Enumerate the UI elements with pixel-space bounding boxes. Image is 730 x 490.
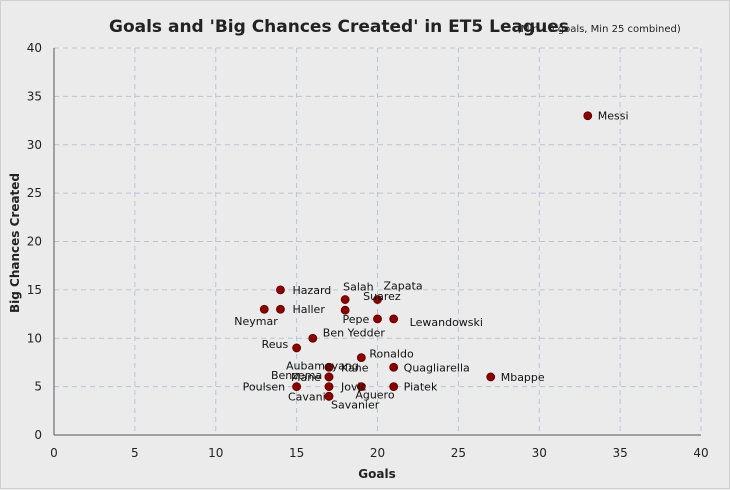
label-salah: Salah	[343, 281, 374, 294]
point-kane	[324, 362, 334, 372]
label-pepe: Pepe	[343, 313, 370, 326]
axes	[53, 48, 701, 436]
point-lewandowski	[389, 314, 399, 324]
x-tick-label: 35	[612, 446, 627, 460]
label-neymar: Neymar	[234, 315, 278, 328]
x-tick-label: 10	[208, 446, 223, 460]
label-aubameyang: Aubameyang	[286, 359, 359, 372]
y-tick-label: 25	[27, 186, 42, 200]
y-tick-label: 20	[27, 235, 42, 249]
label-mbappe: Mbappe	[501, 371, 545, 384]
label-hazard: Hazard	[292, 284, 331, 297]
label-mane: Mane	[291, 371, 321, 384]
x-tick-label: 15	[289, 446, 304, 460]
label-ben-yedder: Ben Yedder	[323, 326, 386, 339]
y-tick-label: 5	[34, 380, 42, 394]
y-tick-label: 40	[27, 41, 42, 55]
point-jovic	[324, 382, 334, 392]
x-tick-label: 20	[370, 446, 385, 460]
label-haller: Haller	[292, 303, 325, 316]
label-messi: Messi	[598, 110, 629, 123]
label-piatek: Piatek	[404, 381, 438, 394]
label-ronaldo: Ronaldo	[369, 348, 414, 361]
label-kane: Kane	[341, 361, 369, 374]
point-quagliarella	[389, 362, 399, 372]
label-poulsen: Poulsen	[243, 381, 285, 394]
point-mbappe	[486, 372, 496, 382]
y-tick-label: 0	[34, 428, 42, 442]
x-tick-label: 25	[451, 446, 466, 460]
point-hazard	[276, 285, 285, 295]
y-tick-label: 35	[27, 89, 42, 103]
label-suarez: Suarez	[363, 290, 401, 303]
point-messi	[583, 111, 593, 121]
chart-title: Goals and 'Big Chances Created' in ET5 L…	[109, 17, 569, 37]
point-neymar	[259, 304, 269, 314]
label-aguero: Aguero	[355, 389, 395, 402]
y-axis-label: Big Chances Created	[8, 173, 22, 313]
point-reus	[292, 343, 302, 353]
label-cavani: Cavani	[288, 390, 326, 403]
point-zapata	[373, 295, 382, 304]
x-tick-label: 0	[50, 446, 58, 460]
point-suarez	[340, 305, 350, 315]
label-zapata: Zapata	[384, 280, 423, 293]
label-jovic: Jovic	[340, 381, 367, 394]
x-tick-label: 40	[693, 446, 708, 460]
label-quagliarella: Quagliarella	[404, 361, 470, 374]
point-ben-yedder	[308, 333, 318, 343]
point-piatek	[389, 382, 399, 392]
chart-subtitle: (Min 10 goals, Min 25 combined)	[517, 24, 681, 35]
point-salah	[340, 295, 350, 304]
label-benzema: Benzema	[271, 369, 322, 382]
y-tick-label: 30	[27, 138, 42, 152]
point-poulsen	[292, 382, 302, 392]
tick-labels: 0 5 10 15 20 25 30 35 40 0 5 10 15 20 25 30 35 40	[27, 41, 709, 460]
point-savanier	[324, 391, 334, 401]
x-axis-label: Goals	[358, 467, 395, 481]
label-lewandowski: Lewandowski	[410, 316, 483, 329]
x-tick-label: 30	[532, 446, 547, 460]
grid	[54, 47, 702, 435]
label-reus: Reus	[262, 338, 289, 351]
data-points	[259, 111, 593, 401]
label-savanier: Savanier	[331, 398, 380, 411]
point-ronaldo	[356, 353, 366, 363]
point-haller	[276, 304, 285, 314]
point-mane	[324, 372, 334, 382]
x-tick-label: 5	[131, 446, 139, 460]
y-tick-label: 15	[27, 283, 42, 297]
y-tick-label: 10	[27, 331, 42, 345]
point-pepe	[373, 314, 382, 324]
point-labels: Messi Hazard Salah Zapata Neymar Haller Suarez…	[234, 110, 628, 412]
point-aguero	[356, 382, 366, 392]
